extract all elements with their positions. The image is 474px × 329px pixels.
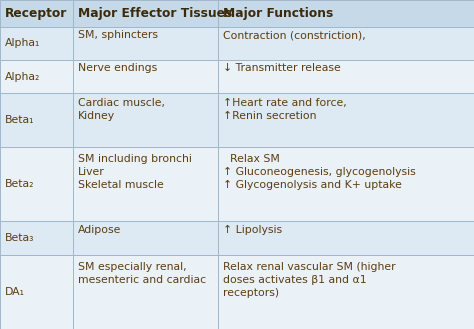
Text: Cardiac muscle,
Kidney: Cardiac muscle, Kidney bbox=[78, 98, 165, 121]
Text: Relax SM
↑ Gluconeogenesis, glycogenolysis
↑ Glycogenolysis and K+ uptake: Relax SM ↑ Gluconeogenesis, glycogenolys… bbox=[223, 154, 416, 190]
Bar bbox=[73, 60, 218, 93]
Text: Contraction (constriction),: Contraction (constriction), bbox=[223, 30, 365, 40]
Bar bbox=[73, 93, 218, 147]
Bar bbox=[0, 255, 73, 329]
Text: Receptor: Receptor bbox=[5, 7, 67, 20]
Text: SM including bronchi
Liver
Skeletal muscle: SM including bronchi Liver Skeletal musc… bbox=[78, 154, 192, 190]
Bar bbox=[73, 147, 218, 221]
Text: ↓ Transmitter release: ↓ Transmitter release bbox=[223, 63, 340, 73]
Bar bbox=[0, 0, 73, 27]
Text: Alpha₂: Alpha₂ bbox=[5, 72, 40, 82]
Text: Nerve endings: Nerve endings bbox=[78, 63, 157, 73]
Text: Alpha₁: Alpha₁ bbox=[5, 38, 40, 48]
Bar bbox=[73, 221, 218, 255]
Text: Major Effector Tissues: Major Effector Tissues bbox=[78, 7, 232, 20]
Text: ↑Heart rate and force,
↑Renin secretion: ↑Heart rate and force, ↑Renin secretion bbox=[223, 98, 346, 121]
Text: Adipose: Adipose bbox=[78, 225, 122, 235]
Bar bbox=[0, 93, 73, 147]
Bar bbox=[0, 27, 73, 60]
Bar bbox=[218, 147, 474, 221]
Bar bbox=[73, 0, 218, 27]
Text: Major Functions: Major Functions bbox=[223, 7, 333, 20]
Bar bbox=[218, 93, 474, 147]
Bar bbox=[218, 0, 474, 27]
Text: SM, sphincters: SM, sphincters bbox=[78, 30, 158, 40]
Bar bbox=[218, 60, 474, 93]
Bar bbox=[0, 60, 73, 93]
Text: Relax renal vascular SM (higher
doses activates β1 and α1
receptors): Relax renal vascular SM (higher doses ac… bbox=[223, 262, 395, 297]
Bar bbox=[218, 255, 474, 329]
Text: DA₁: DA₁ bbox=[5, 287, 25, 297]
Text: Beta₁: Beta₁ bbox=[5, 115, 34, 125]
Text: Beta₂: Beta₂ bbox=[5, 179, 34, 189]
Bar bbox=[218, 221, 474, 255]
Bar bbox=[0, 147, 73, 221]
Bar bbox=[218, 27, 474, 60]
Text: ↑ Lipolysis: ↑ Lipolysis bbox=[223, 225, 282, 235]
Bar bbox=[73, 27, 218, 60]
Bar bbox=[0, 221, 73, 255]
Text: SM especially renal,
mesenteric and cardiac: SM especially renal, mesenteric and card… bbox=[78, 262, 206, 285]
Bar bbox=[73, 255, 218, 329]
Text: Beta₃: Beta₃ bbox=[5, 233, 34, 243]
